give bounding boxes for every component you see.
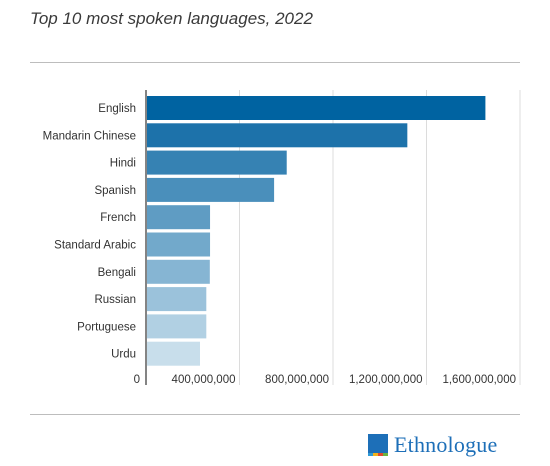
category-label: Russian — [94, 294, 136, 306]
x-tick-label: 0 — [134, 374, 140, 386]
chart-title: Top 10 most spoken languages, 2022 — [30, 9, 313, 28]
bottom-divider — [30, 414, 520, 415]
category-label: Standard Arabic — [54, 240, 136, 252]
category-label: Urdu — [111, 349, 136, 361]
category-label: French — [100, 212, 136, 224]
ethnologue-logo-icon — [368, 434, 388, 456]
x-tick-label: 1,600,000,000 — [442, 374, 516, 386]
bar — [147, 177, 275, 202]
logo-text: Ethnologue — [394, 432, 498, 457]
category-label: Mandarin Chinese — [43, 130, 136, 142]
x-tick-label: 800,000,000 — [265, 374, 329, 386]
x-tick-label: 400,000,000 — [172, 374, 236, 386]
bar — [147, 205, 211, 230]
bar — [147, 287, 207, 312]
bar — [147, 232, 211, 257]
category-label: Spanish — [94, 185, 136, 197]
bar — [147, 341, 200, 366]
bar — [147, 123, 408, 148]
x-tick-label: 1,200,000,000 — [349, 374, 423, 386]
bar — [147, 259, 210, 284]
category-label: Portuguese — [77, 321, 136, 333]
category-label: English — [98, 103, 136, 115]
bar — [147, 314, 207, 339]
category-label: Bengali — [98, 267, 136, 279]
category-label: Hindi — [110, 158, 136, 170]
ethnologue-logo: Ethnologue — [368, 432, 497, 458]
bar — [147, 96, 486, 120]
top-divider — [30, 62, 520, 63]
bar — [147, 150, 287, 175]
